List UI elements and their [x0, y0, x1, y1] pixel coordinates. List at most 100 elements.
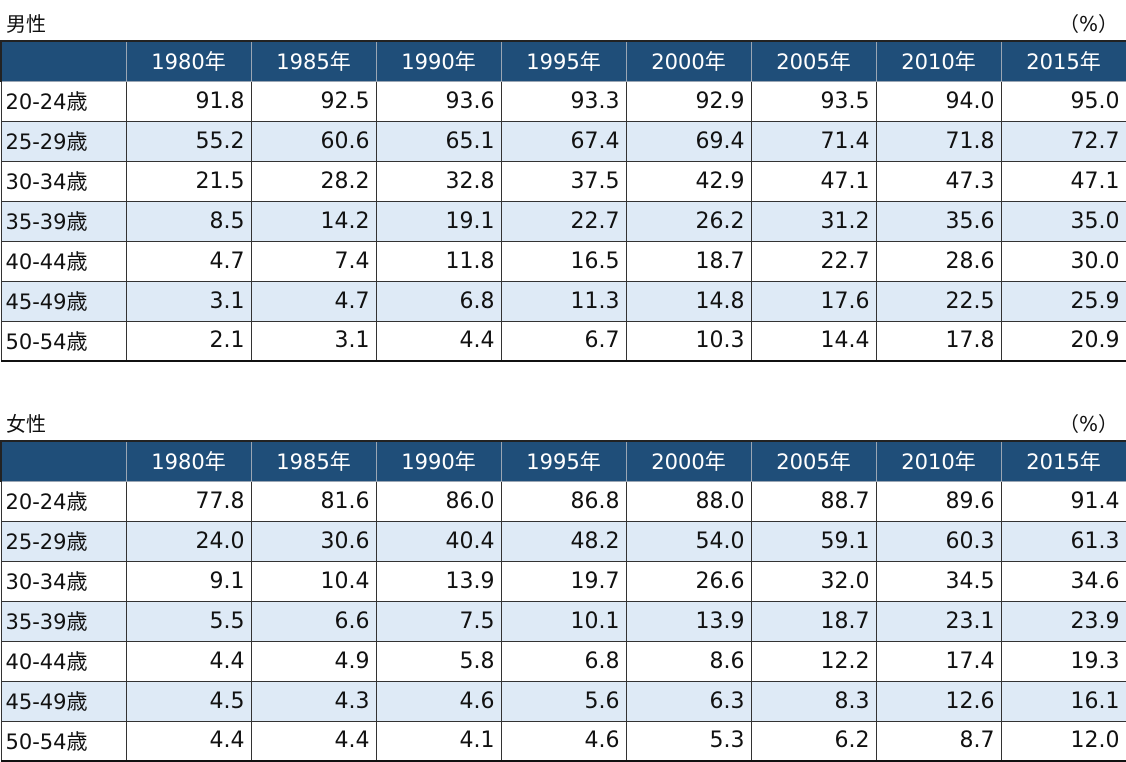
rate-cell: 4.6 [500, 720, 627, 762]
rate-cell: 17.6 [750, 280, 877, 322]
rate-cell: 10.3 [625, 320, 752, 362]
rate-cell: 91.8 [125, 80, 252, 122]
table-caption: 女性 （%） [0, 400, 1126, 440]
rate-cell: 81.6 [250, 480, 377, 522]
rate-cell: 42.9 [625, 160, 752, 202]
rate-cell: 6.8 [375, 280, 502, 322]
rate-cell: 4.4 [125, 720, 252, 762]
rate-cell: 32.8 [375, 160, 502, 202]
rate-cell: 32.0 [750, 560, 877, 602]
rate-cell: 20.9 [1000, 320, 1126, 362]
rate-cell: 67.4 [500, 120, 627, 162]
male-table: 1980年 1985年 1990年 1995年 2000年 2005年 2010… [0, 40, 1126, 362]
rate-cell: 4.4 [375, 320, 502, 362]
rate-cell: 4.7 [250, 280, 377, 322]
rate-cell: 16.5 [500, 240, 627, 282]
rate-cell: 35.6 [875, 200, 1002, 242]
rate-cell: 40.4 [375, 520, 502, 562]
male-table-section: 男性 （%） 1980年 1985年 1990年 1995年 2000年 200… [0, 0, 1126, 362]
age-group-cell: 50-54歳 [0, 320, 127, 362]
header-row: 1980年 1985年 1990年 1995年 2000年 2005年 2010… [0, 440, 1126, 482]
rate-cell: 21.5 [125, 160, 252, 202]
year-header: 2015年 [1000, 40, 1126, 82]
rate-cell: 28.6 [875, 240, 1002, 282]
rate-cell: 17.4 [875, 640, 1002, 682]
rate-cell: 23.1 [875, 600, 1002, 642]
rate-cell: 22.7 [500, 200, 627, 242]
rate-cell: 71.4 [750, 120, 877, 162]
rate-cell: 14.2 [250, 200, 377, 242]
table-label: 男性 [6, 12, 46, 36]
rate-cell: 93.5 [750, 80, 877, 122]
rate-cell: 94.0 [875, 80, 1002, 122]
rate-cell: 93.3 [500, 80, 627, 122]
rate-cell: 31.2 [750, 200, 877, 242]
rate-cell: 72.7 [1000, 120, 1126, 162]
table-row: 25-29歳 24.0 30.6 40.4 48.2 54.0 59.1 60.3 61.3 [0, 520, 1126, 562]
year-header: 2010年 [875, 440, 1002, 482]
table-row: 30-34歳 9.1 10.4 13.9 19.7 26.6 32.0 34.5 34.6 [0, 560, 1126, 602]
rate-cell: 26.2 [625, 200, 752, 242]
age-group-cell: 45-49歳 [0, 280, 127, 322]
rate-cell: 6.7 [500, 320, 627, 362]
rate-cell: 7.4 [250, 240, 377, 282]
rate-cell: 93.6 [375, 80, 502, 122]
year-header: 1980年 [125, 440, 252, 482]
rate-cell: 60.3 [875, 520, 1002, 562]
header-row: 1980年 1985年 1990年 1995年 2000年 2005年 2010… [0, 40, 1126, 82]
year-header: 2010年 [875, 40, 1002, 82]
year-header: 2005年 [750, 40, 877, 82]
rate-cell: 10.4 [250, 560, 377, 602]
age-group-cell: 25-29歳 [0, 120, 127, 162]
table-row: 45-49歳 4.5 4.3 4.6 5.6 6.3 8.3 12.6 16.1 [0, 680, 1126, 722]
year-header: 1980年 [125, 40, 252, 82]
rate-cell: 86.8 [500, 480, 627, 522]
year-header: 2000年 [625, 40, 752, 82]
unit-label: （%） [1058, 12, 1118, 36]
year-header: 2005年 [750, 440, 877, 482]
rate-cell: 3.1 [250, 320, 377, 362]
rate-cell: 3.1 [125, 280, 252, 322]
age-group-cell: 50-54歳 [0, 720, 127, 762]
rate-cell: 5.3 [625, 720, 752, 762]
rate-cell: 6.8 [500, 640, 627, 682]
rate-cell: 61.3 [1000, 520, 1126, 562]
rate-cell: 34.5 [875, 560, 1002, 602]
rate-cell: 4.3 [250, 680, 377, 722]
rate-cell: 12.2 [750, 640, 877, 682]
age-group-cell: 35-39歳 [0, 200, 127, 242]
rate-cell: 9.1 [125, 560, 252, 602]
table-row: 35-39歳 8.5 14.2 19.1 22.7 26.2 31.2 35.6 35.0 [0, 200, 1126, 242]
table-label: 女性 [6, 412, 46, 436]
year-header: 2000年 [625, 440, 752, 482]
rate-cell: 19.1 [375, 200, 502, 242]
table-row: 25-29歳 55.2 60.6 65.1 67.4 69.4 71.4 71.8 72.7 [0, 120, 1126, 162]
rate-cell: 71.8 [875, 120, 1002, 162]
age-group-cell: 20-24歳 [0, 80, 127, 122]
rate-cell: 6.6 [250, 600, 377, 642]
rate-cell: 8.5 [125, 200, 252, 242]
rate-cell: 4.5 [125, 680, 252, 722]
rate-cell: 16.1 [1000, 680, 1126, 722]
rate-cell: 6.3 [625, 680, 752, 722]
rate-cell: 17.8 [875, 320, 1002, 362]
rate-cell: 18.7 [625, 240, 752, 282]
rate-cell: 5.6 [500, 680, 627, 722]
table-row: 40-44歳 4.4 4.9 5.8 6.8 8.6 12.2 17.4 19.3 [0, 640, 1126, 682]
female-table: 1980年 1985年 1990年 1995年 2000年 2005年 2010… [0, 440, 1126, 762]
rate-cell: 11.8 [375, 240, 502, 282]
age-group-cell: 25-29歳 [0, 520, 127, 562]
age-group-cell: 40-44歳 [0, 240, 127, 282]
table-row: 20-24歳 91.8 92.5 93.6 93.3 92.9 93.5 94.0 95.0 [0, 80, 1126, 122]
rate-cell: 88.0 [625, 480, 752, 522]
table-row: 50-54歳 4.4 4.4 4.1 4.6 5.3 6.2 8.7 12.0 [0, 720, 1126, 762]
age-group-cell: 35-39歳 [0, 600, 127, 642]
age-group-cell: 45-49歳 [0, 680, 127, 722]
age-group-cell: 20-24歳 [0, 480, 127, 522]
table-row: 45-49歳 3.1 4.7 6.8 11.3 14.8 17.6 22.5 25.9 [0, 280, 1126, 322]
rate-cell: 60.6 [250, 120, 377, 162]
rate-cell: 18.7 [750, 600, 877, 642]
rate-cell: 5.5 [125, 600, 252, 642]
rate-cell: 4.4 [125, 640, 252, 682]
rate-cell: 26.6 [625, 560, 752, 602]
